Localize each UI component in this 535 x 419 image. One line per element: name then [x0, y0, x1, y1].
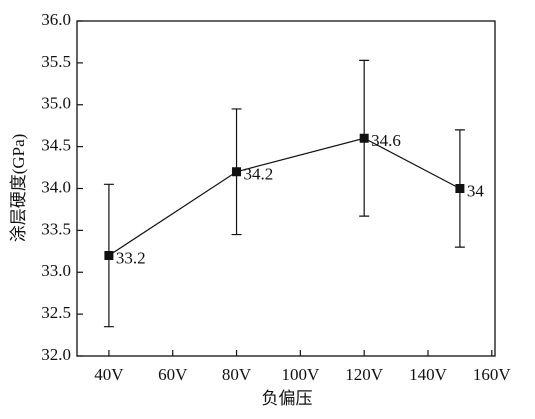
- data-label: 34.2: [244, 165, 274, 184]
- data-point: [104, 251, 114, 260]
- x-tick-label: 100V: [281, 365, 320, 384]
- x-tick-label: 160V: [473, 365, 512, 384]
- y-tick-label: 33.0: [41, 261, 71, 280]
- data-label: 34.6: [371, 131, 401, 150]
- y-axis-label: 涂层硬度(GPa): [9, 134, 28, 243]
- y-tick-label: 34.5: [41, 136, 71, 155]
- x-tick-label: 120V: [345, 365, 384, 384]
- data-point: [455, 184, 465, 193]
- y-tick-label: 36.0: [41, 10, 71, 29]
- x-tick-label: 60V: [158, 365, 188, 384]
- x-tick-label: 140V: [409, 365, 448, 384]
- y-tick-label: 34.0: [41, 177, 71, 196]
- y-tick-label: 35.0: [41, 94, 71, 113]
- plot-frame: [76, 20, 496, 357]
- data-label: 34: [467, 181, 485, 200]
- data-line: [108, 137, 461, 257]
- y-tick-label: 35.5: [41, 52, 71, 71]
- x-tick-label: 40V: [94, 365, 124, 384]
- y-tick-label: 32.0: [41, 345, 71, 364]
- data-point: [359, 133, 369, 143]
- data-point: [232, 167, 242, 177]
- data-label: 33.2: [116, 248, 146, 267]
- y-tick-label: 33.5: [41, 219, 71, 238]
- y-tick-label: 32.5: [41, 303, 71, 322]
- x-tick-label: 80V: [222, 365, 252, 384]
- x-axis-label: 负偏压: [262, 389, 313, 408]
